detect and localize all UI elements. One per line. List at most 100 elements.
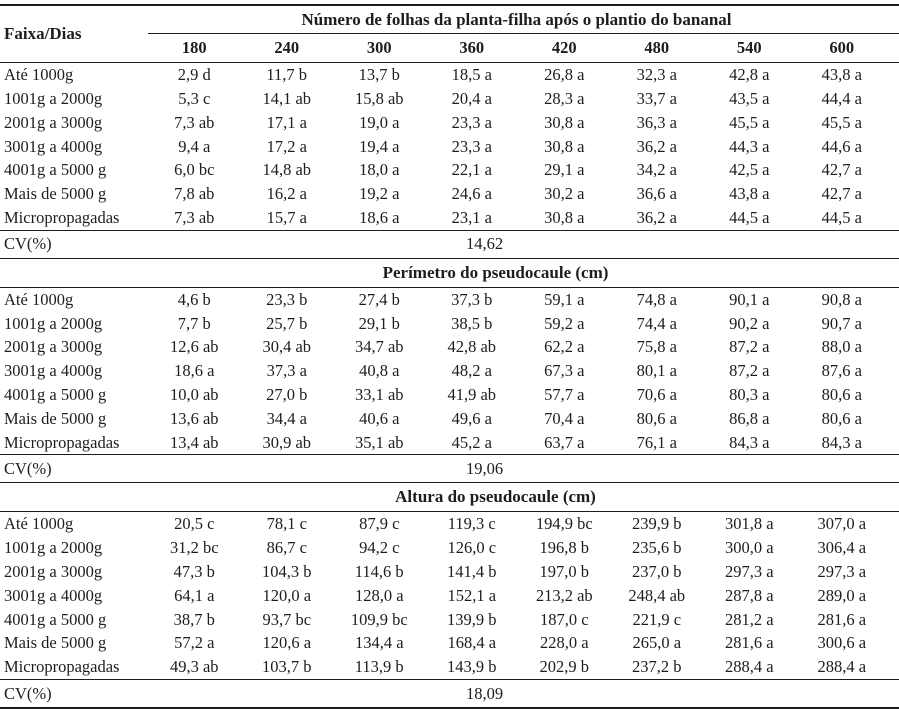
table-cell: 128,0 a	[354, 585, 404, 605]
table-cell: 80,3 a	[729, 385, 770, 404]
table-cell: 94,2 c	[359, 538, 400, 558]
table-cell: 297,3 a	[724, 561, 774, 581]
table-cell: 35,1 ab	[333, 430, 426, 456]
table-cell: 152,1 a	[447, 585, 497, 605]
table-cell: 44,5 a	[795, 205, 888, 231]
table-cell: 36,6 a	[636, 184, 677, 204]
row-label: Micropropagadas	[0, 430, 148, 456]
table-cell: 43,8 a	[729, 184, 770, 204]
table-cell: 237,0 b	[632, 561, 682, 581]
table-cell: 265,0 a	[632, 633, 682, 653]
table-cell: 13,7 b	[358, 65, 400, 85]
table-row: 2001g a 3000g 47,3 b 104,3 b 114,6 b 141,4 b…	[0, 560, 899, 584]
table-cell: 29,1 b	[358, 313, 400, 333]
row-label: Mais de 5000 g	[4, 184, 107, 204]
table-cell: 15,7 a	[240, 205, 333, 231]
table-cell: 88,0 a	[821, 337, 862, 357]
row-spacer	[888, 335, 899, 359]
section-title-left-spacer	[0, 482, 148, 513]
table-cell: 34,7 ab	[354, 337, 404, 357]
row-spacer	[888, 134, 899, 158]
table-cell: 36,3 a	[636, 112, 677, 132]
table-cell: 202,9 b	[518, 654, 611, 680]
table-cell: 36,2 a	[610, 205, 703, 231]
table-cell: 36,2 a	[636, 136, 677, 156]
table-cell: 2,9 d	[177, 65, 211, 85]
table-cell: 12,6 ab	[169, 337, 219, 357]
table-cell: 14,8 ab	[262, 160, 312, 180]
row-spacer	[888, 560, 899, 584]
table-cell: 30,2 a	[544, 184, 585, 204]
table-cell: 47,3 b	[173, 561, 215, 581]
row-label: 4001g a 5000 g	[4, 160, 107, 180]
col-header-180: 180	[148, 33, 241, 63]
table-cell: 42,8 ab	[447, 337, 497, 357]
table-cell: 74,8 a	[636, 289, 677, 309]
results-table: Faixa/Dias Número de folhas da planta-fi…	[0, 4, 899, 709]
row-label: 4001g a 5000 g	[4, 385, 107, 404]
table-cell: 23,3 a	[451, 112, 492, 132]
table-cell: 44,3 a	[729, 136, 770, 156]
row-label: 1001g a 2000g	[4, 538, 103, 558]
table-cell: 23,1 a	[425, 205, 518, 231]
table-cell: 11,7 b	[266, 65, 308, 85]
table-cell: 301,8 a	[724, 514, 774, 534]
table-cell: 93,7 bc	[262, 609, 312, 629]
row-spacer	[888, 584, 899, 608]
table-row: Até 1000g 20,5 c 78,1 c 87,9 c 119,3 c 194,9 …	[0, 512, 899, 536]
table-cell: 120,6 a	[262, 633, 312, 653]
header-row-days: 180 240 300 360 420 480 540 600	[0, 33, 899, 63]
table-cell: 44,4 a	[821, 89, 862, 109]
table-cell: 248,4 ab	[628, 585, 686, 605]
col-header-540: 540	[703, 33, 796, 63]
table-cell: 87,9 c	[359, 514, 400, 534]
table-cell: 30,8 a	[518, 205, 611, 231]
table-cell: 45,5 a	[729, 112, 770, 132]
table-cell: 287,8 a	[724, 585, 774, 605]
table-cell: 103,7 b	[240, 654, 333, 680]
table-cell: 141,4 b	[447, 561, 497, 581]
table-cell: 104,3 b	[262, 561, 312, 581]
table-cell: 57,2 a	[174, 633, 215, 653]
row-spacer	[888, 311, 899, 335]
table-cell: 307,0 a	[817, 514, 867, 534]
table-cell: 63,7 a	[518, 430, 611, 456]
table-row: 2001g a 3000g 12,6 ab 30,4 ab 34,7 ab 42,8 a…	[0, 335, 899, 359]
table-cell: 30,8 a	[544, 136, 585, 156]
row-label: Mais de 5000 g	[4, 633, 107, 653]
section-title: Altura do pseudocaule (cm)	[148, 482, 899, 513]
table-cell: 187,0 c	[539, 609, 589, 629]
table-row: 2001g a 3000g 7,3 ab 17,1 a 19,0 a 23,3 a 30,…	[0, 111, 899, 135]
table-cell: 43,8 a	[821, 65, 862, 85]
table-cell: 20,5 c	[174, 514, 215, 534]
row-spacer	[888, 654, 899, 680]
row-label: 1001g a 2000g	[4, 313, 103, 333]
table-cell: 80,1 a	[636, 361, 677, 381]
header-row-title: Faixa/Dias Número de folhas da planta-fi…	[0, 5, 899, 63]
table-cell: 213,2 ab	[535, 585, 593, 605]
table-cell: 45,2 a	[425, 430, 518, 456]
table-cell: 90,1 a	[729, 289, 770, 309]
row-header-label: Faixa/Dias	[0, 5, 148, 63]
table-cell: 34,2 a	[636, 160, 677, 180]
table-row: 4001g a 5000 g 6,0 bc 14,8 ab 18,0 a 22,1 a 2…	[0, 158, 899, 182]
table-cell: 300,6 a	[817, 633, 867, 653]
table-cell: 62,2 a	[544, 337, 585, 357]
table-cell: 44,6 a	[821, 136, 862, 156]
row-spacer	[888, 607, 899, 631]
table-cell: 7,8 ab	[174, 184, 215, 204]
table-cell: 80,6 a	[821, 385, 862, 404]
cv-label: CV(%)	[0, 230, 148, 259]
table-row: 1001g a 2000g 31,2 bc 86,7 c 94,2 c 126,0 c 1…	[0, 536, 899, 560]
table-cell: 76,1 a	[610, 430, 703, 456]
row-label: 2001g a 3000g	[4, 337, 103, 357]
table-cell: 281,6 a	[817, 609, 867, 629]
table-cell: 30,9 ab	[240, 430, 333, 456]
table-cell: 114,6 b	[354, 561, 404, 581]
row-spacer	[888, 536, 899, 560]
table-cell: 70,6 a	[636, 385, 677, 404]
row-label: 2001g a 3000g	[4, 112, 103, 132]
col-header-420: 420	[518, 33, 611, 63]
table-cell: 7,7 b	[177, 313, 211, 333]
table-cell: 90,8 a	[821, 289, 862, 309]
